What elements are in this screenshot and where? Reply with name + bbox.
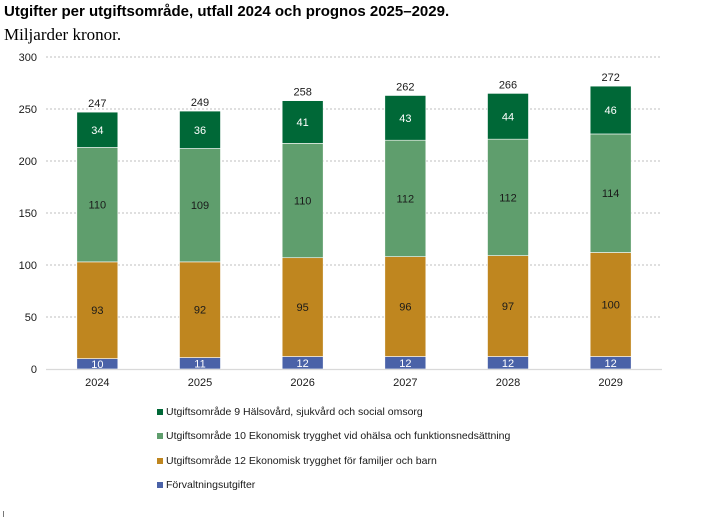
bar-segment bbox=[487, 255, 529, 357]
y-tick-label: 50 bbox=[25, 312, 37, 324]
data-label: 12 bbox=[605, 358, 617, 370]
legend-swatch-icon bbox=[157, 457, 163, 464]
stacked-bar-chart: 0 50 100 150 200 250 300 10 93 110 34 247 11 92 109 36… bbox=[19, 52, 662, 389]
data-label: 43 bbox=[399, 113, 411, 125]
data-label: 110 bbox=[294, 196, 312, 208]
x-axis: 2024 2025 2026 2027 2028 2029 bbox=[46, 368, 662, 389]
bar-segment bbox=[281, 257, 324, 357]
x-tick-label: 2024 bbox=[85, 377, 109, 389]
bar-segment bbox=[76, 261, 119, 359]
data-label: 46 bbox=[605, 105, 617, 117]
bar-segment bbox=[179, 261, 221, 358]
data-label: 97 bbox=[502, 301, 514, 313]
chart-subtitle: Miljarder kronor. bbox=[4, 25, 122, 44]
legend-label: Utgiftsområde 9 Hälsovård, sjukvård och … bbox=[166, 405, 423, 418]
legend: Utgiftsområde 9 Hälsovård, sjukvård och … bbox=[157, 404, 510, 502]
x-tick-label: 2026 bbox=[290, 377, 314, 389]
data-label: 10 bbox=[91, 359, 103, 371]
legend-label: Förvaltningsutgifter bbox=[166, 479, 256, 491]
data-label: 109 bbox=[191, 200, 209, 212]
bar-segment bbox=[487, 138, 529, 256]
bar-segment bbox=[179, 110, 221, 149]
y-tick-label: 250 bbox=[19, 104, 37, 116]
x-tick-label: 2028 bbox=[496, 377, 520, 389]
total-label: 272 bbox=[601, 72, 619, 84]
bar-segment bbox=[76, 147, 119, 263]
x-tick-label: 2029 bbox=[598, 377, 622, 389]
bar-stack-2028: 12 97 112 44 266 bbox=[487, 79, 529, 370]
bar-segment bbox=[384, 95, 427, 141]
legend-item-forvaltning: Förvaltningsutgifter bbox=[157, 478, 510, 493]
bar-segment bbox=[76, 111, 119, 148]
data-label: 92 bbox=[194, 305, 206, 317]
total-label: 247 bbox=[88, 98, 106, 110]
data-label: 112 bbox=[397, 193, 415, 205]
data-label: 93 bbox=[91, 305, 103, 317]
bar-stack-2027: 12 96 112 43 262 bbox=[384, 81, 427, 370]
legend-label: Utgiftsområde 12 Ekonomisk trygghet för … bbox=[166, 454, 437, 467]
legend-item-uo9: Utgiftsområde 9 Hälsovård, sjukvård och … bbox=[157, 404, 510, 419]
legend-item-uo12: Utgiftsområde 12 Ekonomisk trygghet för … bbox=[157, 453, 510, 468]
data-label: 41 bbox=[297, 117, 309, 129]
y-tick-label: 100 bbox=[19, 260, 37, 272]
legend-swatch-icon bbox=[157, 433, 163, 439]
text-cursor-mark bbox=[3, 511, 4, 517]
data-label: 100 bbox=[601, 300, 619, 312]
bar-segment bbox=[589, 133, 632, 253]
bar-stack-2025: 11 92 109 36 249 bbox=[179, 97, 221, 370]
total-label: 266 bbox=[499, 79, 517, 91]
data-label: 36 bbox=[194, 125, 206, 137]
x-tick-label: 2025 bbox=[188, 377, 212, 389]
total-label: 262 bbox=[396, 81, 414, 93]
data-label: 112 bbox=[499, 192, 517, 204]
data-label: 44 bbox=[502, 111, 514, 123]
bar-segment bbox=[281, 100, 324, 144]
legend-swatch-icon bbox=[157, 482, 163, 488]
bar-segment bbox=[589, 85, 632, 135]
bar-segment bbox=[487, 93, 529, 140]
data-label: 114 bbox=[602, 188, 620, 200]
bar-segment bbox=[281, 143, 324, 259]
data-label: 11 bbox=[194, 358, 205, 370]
y-tick-label: 300 bbox=[19, 52, 37, 64]
y-tick-label: 0 bbox=[31, 364, 37, 376]
y-tick-label: 150 bbox=[19, 208, 37, 220]
total-label: 249 bbox=[191, 97, 209, 109]
bar-stack-2024: 10 93 110 34 247 bbox=[76, 98, 119, 371]
gridlines bbox=[46, 56, 662, 318]
legend-item-uo10: Utgiftsområde 10 Ekonomisk trygghet vid … bbox=[157, 429, 510, 444]
data-label: 95 bbox=[297, 302, 309, 314]
chart-title: Utgifter per utgiftsområde, utfall 2024 … bbox=[4, 3, 450, 20]
y-axis: 0 50 100 150 200 250 300 bbox=[19, 52, 37, 376]
data-label: 12 bbox=[502, 358, 514, 370]
total-label: 258 bbox=[293, 87, 311, 99]
legend-label: Utgiftsområde 10 Ekonomisk trygghet vid … bbox=[166, 430, 511, 442]
y-tick-label: 200 bbox=[19, 156, 37, 168]
bar-segment bbox=[589, 252, 632, 357]
bar-segment bbox=[384, 256, 427, 357]
data-label: 12 bbox=[297, 358, 309, 370]
data-label: 34 bbox=[91, 125, 103, 137]
x-tick-label: 2027 bbox=[393, 377, 417, 389]
data-label: 110 bbox=[89, 200, 107, 212]
data-label: 12 bbox=[399, 358, 411, 370]
bar-stack-2029: 12 100 114 46 272 bbox=[589, 72, 632, 370]
bar-segment bbox=[384, 139, 427, 257]
bars: 10 93 110 34 247 11 92 109 36 249 12 95 110 41 258 12 96… bbox=[76, 72, 632, 371]
bar-stack-2026: 12 95 110 41 258 bbox=[281, 87, 324, 370]
legend-swatch-icon bbox=[157, 408, 163, 415]
data-label: 96 bbox=[399, 302, 411, 314]
